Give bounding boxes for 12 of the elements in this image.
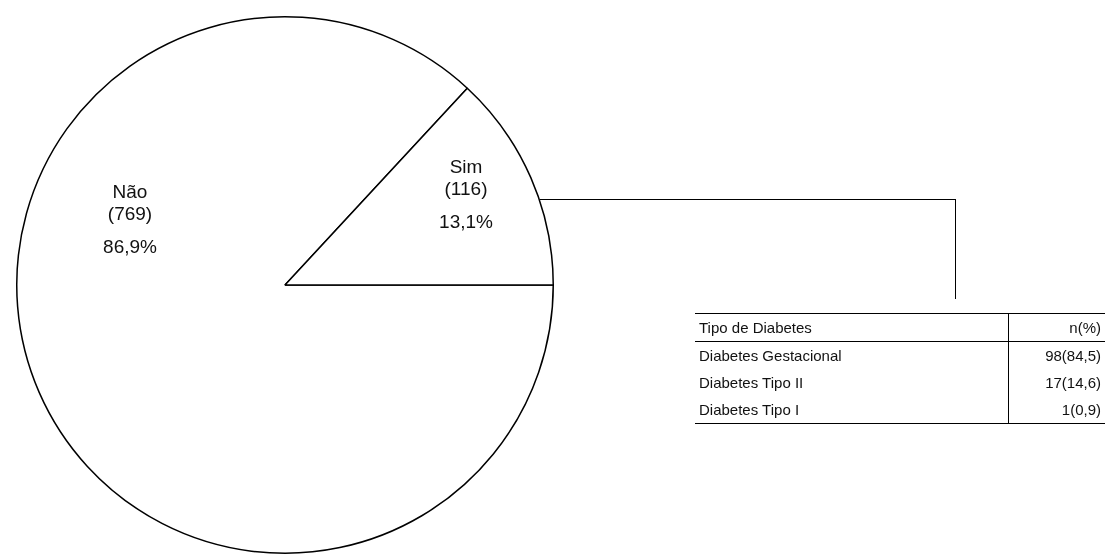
data-label: (116) 13,1% — [439, 178, 494, 233]
text: 1(0,9) — [1061, 401, 1101, 418]
slice-label: Sim — [449, 156, 483, 178]
category-label: Diabetes Gestacional — [698, 346, 843, 366]
text: 17(14,6) — [1045, 374, 1101, 391]
category-label: Diabetes Tipo I — [695, 396, 1009, 424]
text: n(%) — [1008, 313, 1105, 342]
slice-label: Não — [112, 181, 148, 203]
text: Tipo de Diabetes — [695, 313, 1009, 342]
category-label: Diabetes Tipo II — [698, 373, 805, 393]
text: 98(84,5) — [1045, 347, 1101, 364]
data-label: (769) 86,9% — [103, 203, 158, 258]
